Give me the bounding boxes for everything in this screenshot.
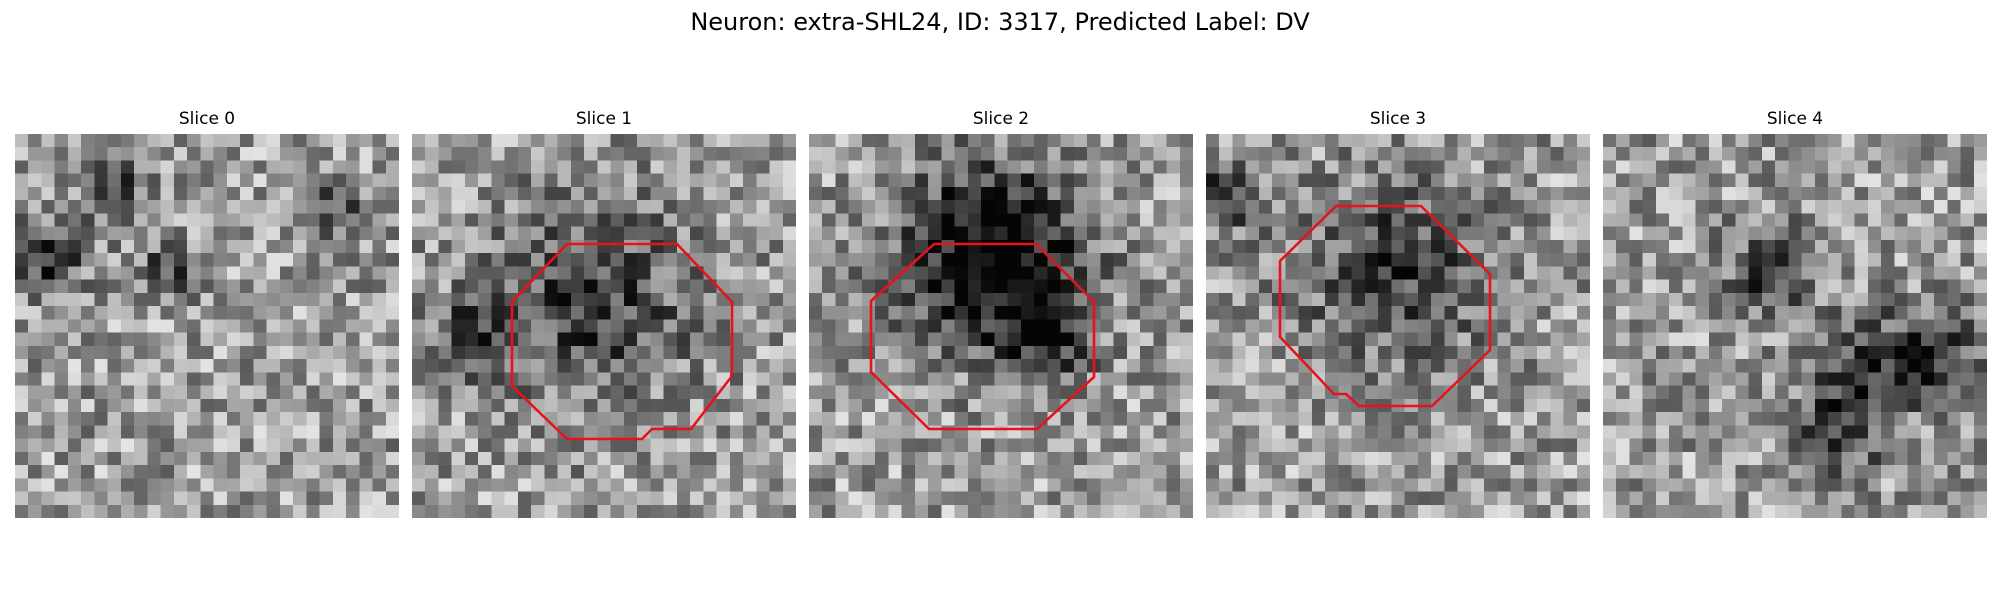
slice-panel-3: Slice 3	[1206, 108, 1590, 518]
slice-image	[412, 134, 796, 518]
slice-image	[15, 134, 399, 518]
slice-image	[1603, 134, 1987, 518]
slice-title: Slice 0	[178, 109, 236, 129]
slice-panel-4: Slice 4	[1603, 108, 1987, 518]
slice-title: Slice 3	[1369, 109, 1427, 129]
slice-title: Slice 4	[1766, 109, 1824, 129]
figure-title: Neuron: extra-SHL24, ID: 3317, Predicted…	[690, 8, 1310, 36]
slice-image	[809, 134, 1193, 518]
slice-panel-0: Slice 0	[15, 108, 399, 518]
slice-title: Slice 2	[972, 109, 1030, 129]
slice-image	[1206, 134, 1590, 518]
slice-panel-1: Slice 1	[412, 108, 796, 518]
slice-title: Slice 1	[575, 109, 633, 129]
slice-panel-2: Slice 2	[809, 108, 1193, 518]
